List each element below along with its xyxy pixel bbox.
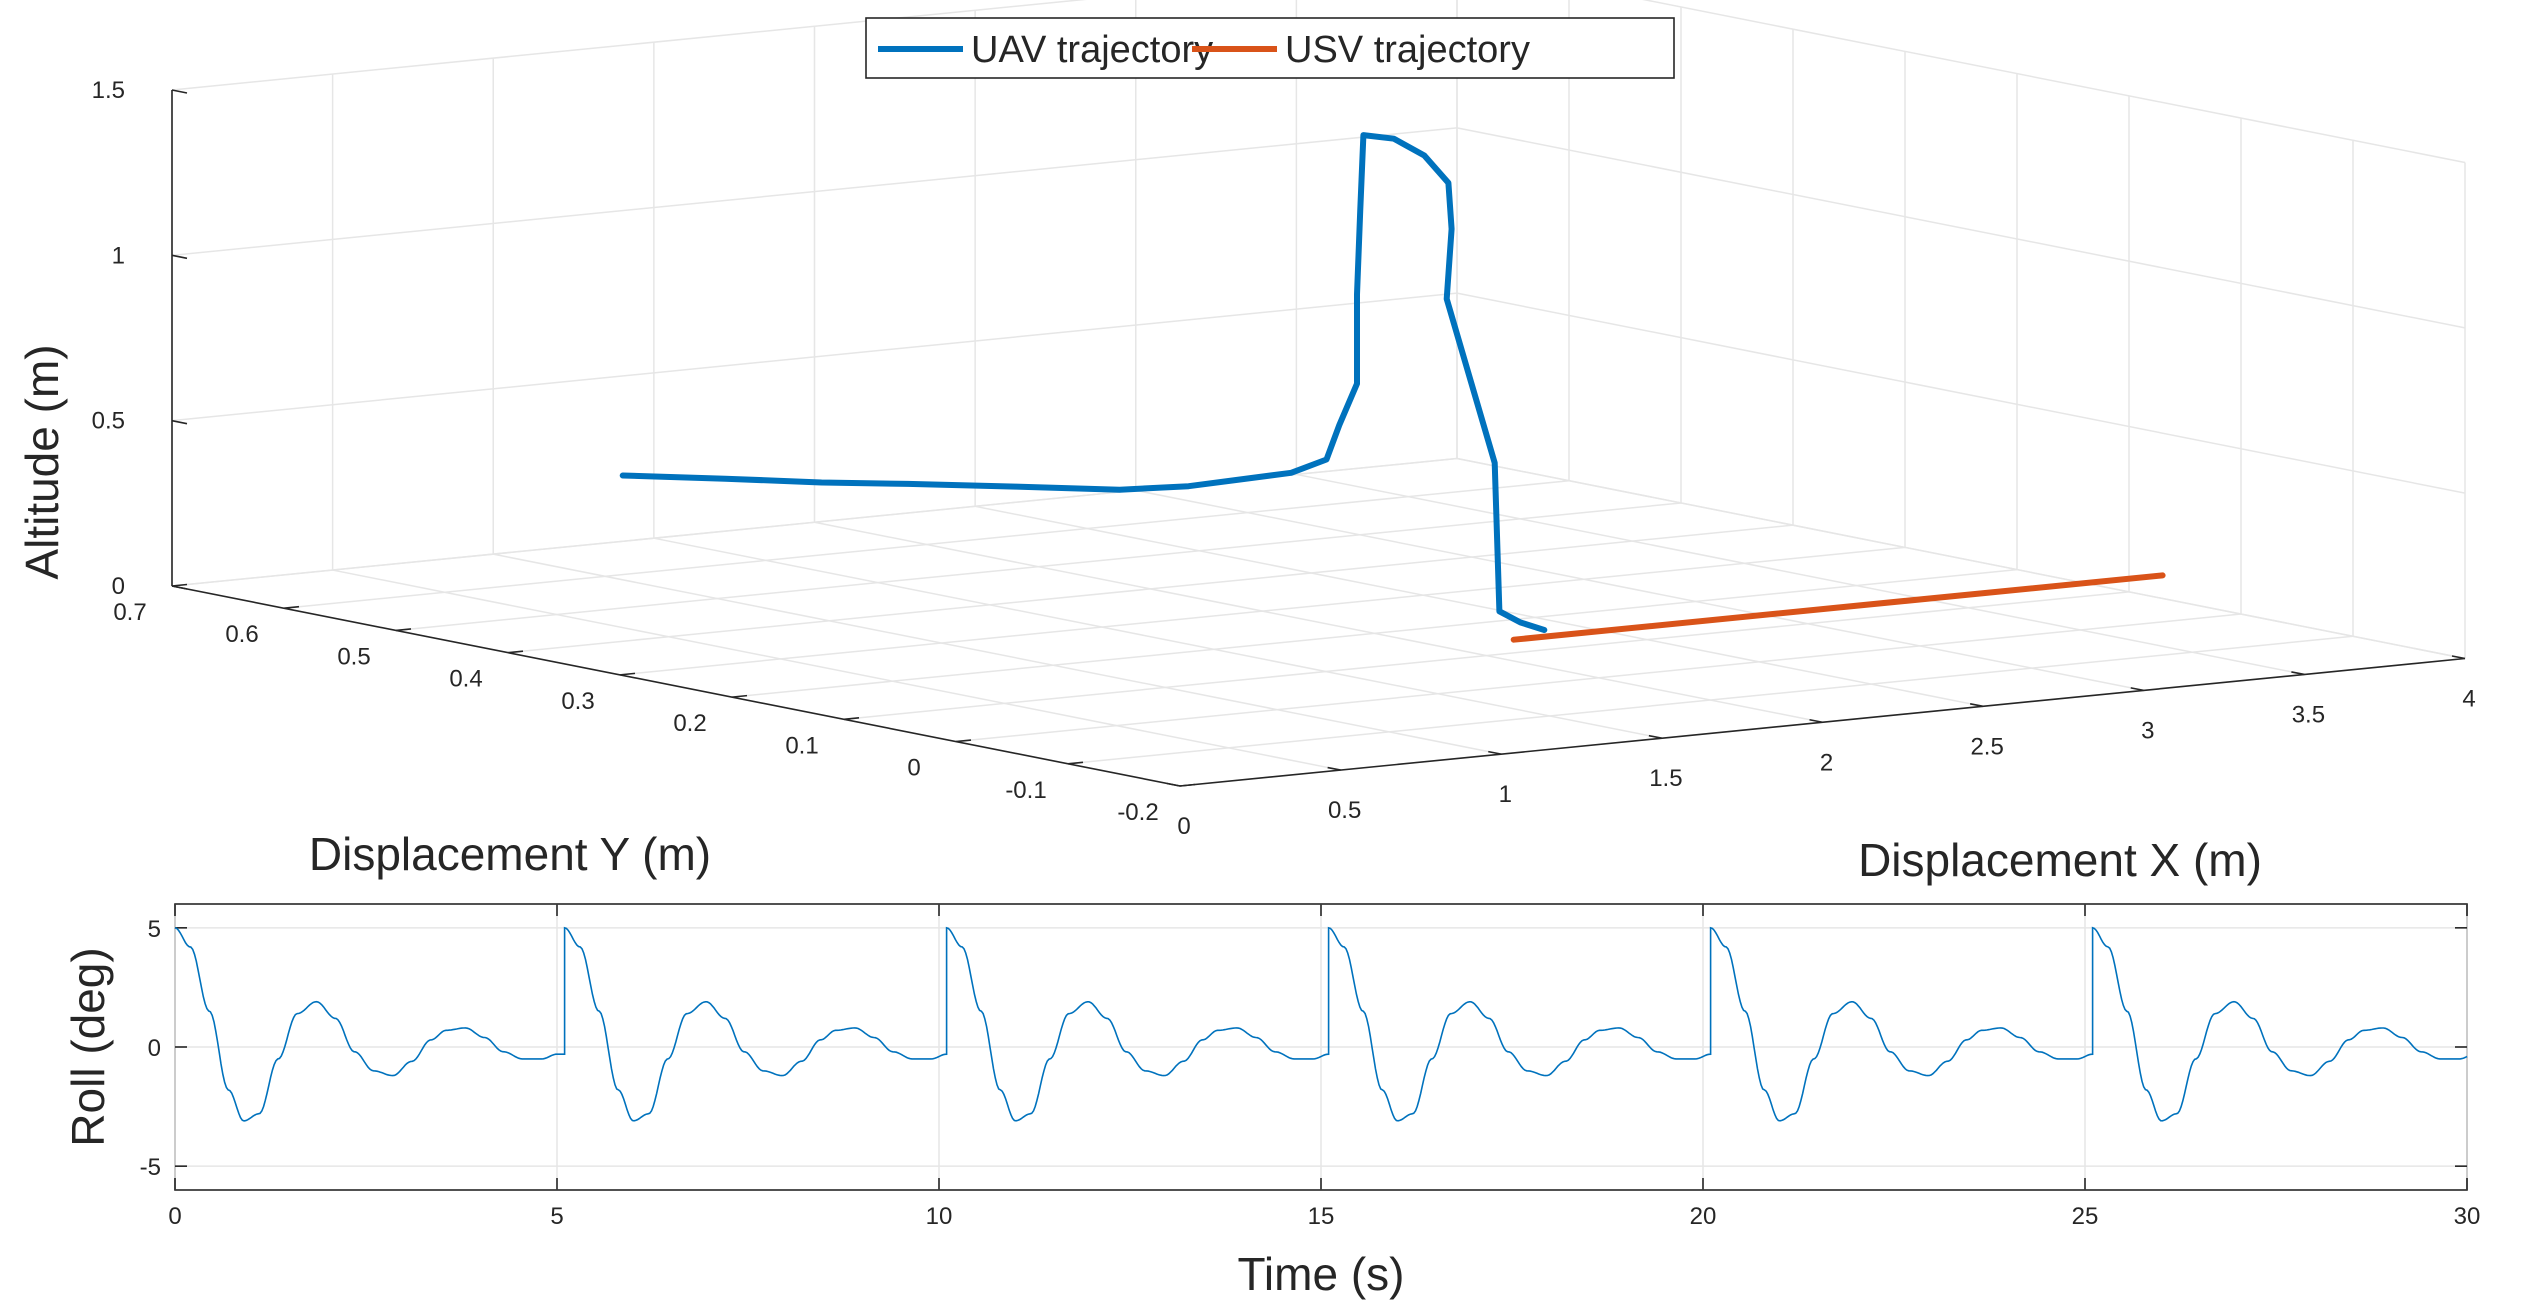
x-tick-mark-3d	[1166, 782, 1181, 787]
x-tick-label-3d: 2.5	[1970, 733, 2003, 760]
y-tick-mark-3d	[283, 605, 300, 610]
y-tick-label-3d: 0.1	[785, 732, 818, 759]
x-tick-label-time: 15	[1308, 1203, 1335, 1230]
y-axis-label-3d: Displacement Y (m)	[309, 828, 711, 880]
x-tick-label-time: 30	[2454, 1203, 2481, 1230]
z-tick-label-3d: 1.5	[92, 77, 125, 104]
y-tick-mark-3d	[843, 717, 860, 721]
y-tick-mark-3d	[619, 672, 636, 676]
x-tick-label-time: 10	[926, 1203, 953, 1230]
x-tick-mark-3d	[2451, 655, 2466, 660]
y-tick-label-3d: -0.1	[1005, 777, 1046, 804]
x-tick-mark-3d	[1327, 766, 1341, 771]
trajectory-lines	[619, 132, 2166, 643]
x-tick-label-3d: 0	[1177, 813, 1190, 840]
x-tick-mark-3d	[2291, 671, 2305, 676]
floor-grid-x	[974, 505, 1984, 708]
side-wall-grid-z	[1456, 127, 2466, 329]
floor-grid-x	[814, 521, 1823, 723]
y-tick-label-roll: 0	[148, 1035, 161, 1062]
x-tick-label-3d: 4	[2462, 686, 2475, 713]
floor-grid-x	[332, 569, 1341, 771]
y-tick-label-3d: 0	[907, 755, 920, 782]
x-axis-label-time: Time (s)	[1238, 1248, 1405, 1300]
y-tick-mark-3d	[1067, 761, 1084, 765]
axes-3d	[171, 90, 2466, 787]
x-axis-label-3d: Displacement X (m)	[1858, 834, 2262, 886]
y-tick-label-3d: 0.7	[113, 599, 146, 626]
y-tick-label-3d: -0.2	[1117, 799, 1158, 826]
x-tick-label-3d: 1.5	[1649, 765, 1682, 792]
y-tick-mark-3d	[1179, 783, 1196, 787]
x-tick-mark-3d	[1969, 703, 1984, 708]
floor-grid-x	[493, 553, 1502, 755]
floor-grid-x	[653, 537, 1663, 739]
z-tick-mark-3d	[171, 585, 188, 590]
floor-grid-x	[1296, 473, 2305, 676]
x-tick-mark-3d	[1809, 718, 1823, 724]
x-tick-label-3d: 0.5	[1328, 797, 1361, 824]
legend-label-uav: UAV trajectory	[971, 29, 1213, 71]
x-tick-label-3d: 1	[1499, 781, 1512, 808]
ticks-3d: 0 0.5 1 1.5 2 2.5 3 3.5 4 -0.2 -0.1 0 0.1 0.2 0.3 0.4 0.…	[92, 77, 2476, 840]
trajectory-3d-plot: 0 0.5 1 1.5 2 2.5 3 3.5 4 -0.2 -0.1 0 0.1 0.2 0.3 0.4 0.…	[16, 0, 2476, 886]
floor-grid-y	[619, 546, 1906, 676]
grid-3d	[171, 0, 2466, 787]
y-tick-label-3d: 0.5	[337, 643, 370, 670]
back-wall-grid-z	[171, 292, 1458, 422]
roll-series-line	[174, 926, 2468, 1122]
y-tick-mark-3d	[507, 650, 524, 654]
y-tick-label-3d: 0.4	[449, 666, 482, 693]
uav-trajectory-line	[619, 132, 1548, 633]
x-tick-mark-3d	[1648, 734, 1663, 739]
z-tick-label-3d: 1	[112, 242, 125, 269]
back-wall-grid-z	[171, 127, 1458, 257]
y-tick-mark-3d	[731, 694, 748, 698]
x-tick-label-3d: 3.5	[2292, 701, 2325, 728]
x-tick-label-time: 0	[168, 1203, 181, 1230]
legend-label-usv: USV trajectory	[1285, 29, 1530, 71]
z-tick-mark-3d	[171, 254, 188, 260]
y-tick-label-roll: 5	[148, 916, 161, 943]
y-axis-label-roll: Roll (deg)	[62, 947, 114, 1146]
side-wall-grid-z	[1456, 457, 2466, 660]
floor-grid-y	[507, 524, 1794, 654]
x-tick-mark-3d	[2130, 687, 2144, 692]
back-wall-grid-z	[171, 0, 1087, 91]
y-tick-label-roll: -5	[140, 1154, 161, 1181]
z-tick-label-3d: 0.5	[92, 408, 125, 435]
x-tick-label-time: 20	[1690, 1203, 1717, 1230]
usv-trajectory-line	[1510, 572, 2166, 643]
floor-grid-y	[843, 591, 2130, 721]
floor-grid-y	[395, 502, 1682, 632]
side-wall-grid-z	[1456, 292, 2466, 494]
y-tick-mark-3d	[395, 628, 412, 632]
floor-grid-y	[1067, 635, 2354, 765]
z-tick-mark-3d	[171, 89, 188, 94]
y-axis-line-3d	[171, 585, 1181, 787]
y-tick-label-3d: 0.6	[225, 621, 258, 648]
x-tick-mark-3d	[1488, 750, 1502, 755]
floor-grid-x	[1135, 489, 2144, 692]
ticks-2d: 0 5 10 15 20 25 30 -5 0 5	[140, 904, 2481, 1230]
x-tick-label-3d: 2	[1820, 749, 1833, 776]
x-tick-label-time: 5	[550, 1203, 563, 1230]
y-tick-mark-3d	[955, 739, 972, 743]
z-axis-label-3d: Altitude (m)	[16, 344, 68, 579]
roll-time-plot: 0 5 10 15 20 25 30 -5 0 5 Time (s) Roll (deg)	[62, 903, 2481, 1300]
y-tick-label-3d: 0.2	[673, 710, 706, 737]
z-tick-mark-3d	[171, 419, 188, 425]
z-tick-label-3d: 0	[112, 573, 125, 600]
floor-grid-y	[955, 613, 2242, 743]
x-tick-label-time: 25	[2072, 1203, 2099, 1230]
y-tick-label-3d: 0.3	[561, 688, 594, 715]
x-tick-label-3d: 3	[2141, 717, 2154, 744]
floor-grid-y	[283, 479, 1570, 609]
floor-grid-y	[731, 568, 2018, 698]
legend: UAV trajectory USV trajectory	[865, 17, 1675, 79]
side-wall-grid-z	[1642, 0, 2466, 164]
